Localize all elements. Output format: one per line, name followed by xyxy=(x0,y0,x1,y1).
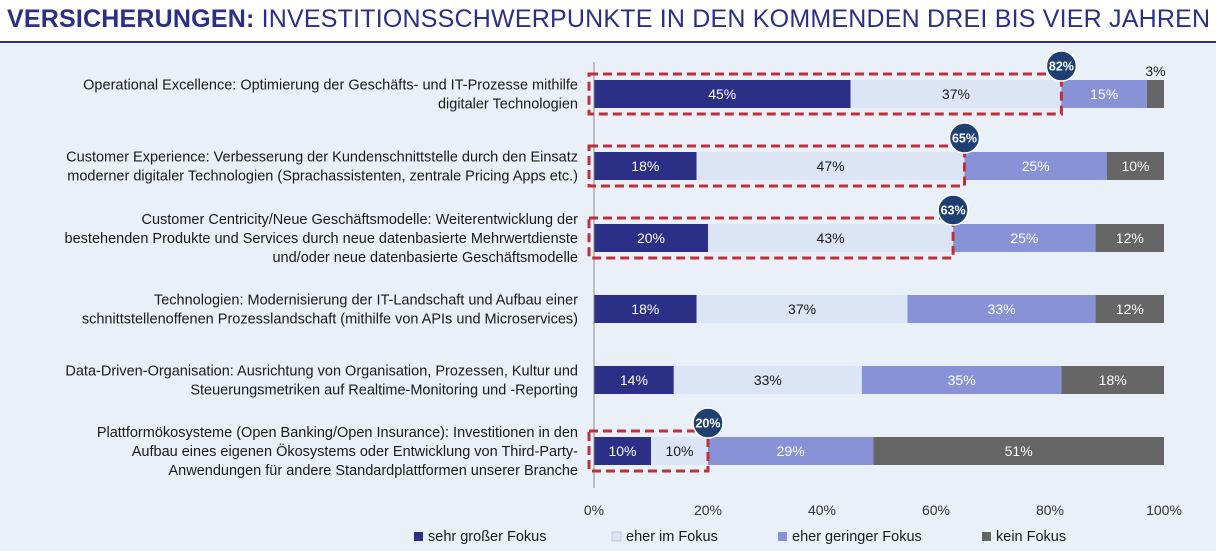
bar-segment xyxy=(964,152,1107,180)
bar-segment xyxy=(651,437,708,465)
highlight-badge xyxy=(1045,50,1078,82)
legend-swatch xyxy=(611,531,622,542)
highlight-box xyxy=(587,144,966,188)
legend-swatch xyxy=(982,532,991,541)
category-label: Plattformökosysteme (Open Banking/Open I… xyxy=(97,425,578,479)
category-label: Technologien: Modernisierung der IT-Land… xyxy=(82,293,578,328)
bar-segment xyxy=(1095,295,1164,323)
bar-segment xyxy=(1061,366,1164,394)
bar-segment xyxy=(953,224,1096,252)
category-label-line: und/oder neue datenbasierte Geschäftsmod… xyxy=(272,250,578,266)
bar-segment xyxy=(1061,80,1147,108)
bar-segment xyxy=(594,295,697,323)
data-label: 3% xyxy=(1145,63,1165,79)
bar-segment xyxy=(696,152,965,180)
data-label: 18% xyxy=(631,301,659,317)
bar-segment xyxy=(673,366,862,394)
data-label: 25% xyxy=(1010,230,1038,246)
x-tick-label: 40% xyxy=(808,502,836,518)
bar-segment xyxy=(594,80,851,108)
bar-segment xyxy=(594,152,697,180)
bar-segment xyxy=(1146,80,1164,108)
highlight-box xyxy=(587,72,1063,116)
category-label-line: moderner digitaler Technologien (Spracha… xyxy=(67,169,578,185)
data-label: 25% xyxy=(1022,158,1050,174)
highlight-badge xyxy=(937,194,969,226)
highlight-badge-label: 82% xyxy=(1049,60,1074,74)
bar-segment xyxy=(1095,224,1164,252)
category-label-line: Technologien: Modernisierung der IT-Land… xyxy=(154,293,578,309)
data-label: 10% xyxy=(608,443,636,459)
bar-segment xyxy=(907,295,1096,323)
data-label: 33% xyxy=(988,301,1016,317)
data-label: 10% xyxy=(1121,158,1149,174)
bar-segment xyxy=(1107,152,1164,180)
data-label: 29% xyxy=(777,443,805,459)
data-label: 10% xyxy=(665,443,693,459)
data-label: 47% xyxy=(817,158,845,174)
data-label: 14% xyxy=(620,372,648,388)
category-label-line: Customer Centricity/Neue Geschäftsmodell… xyxy=(141,212,578,228)
highlight-badge xyxy=(948,122,981,154)
bar-segment xyxy=(861,366,1062,394)
legend-swatch xyxy=(778,532,787,541)
chart-title-rest: INVESTITIONSSCHWERPUNKTE IN DEN KOMMENDE… xyxy=(254,5,1211,33)
data-label: 51% xyxy=(1005,443,1033,459)
x-tick-label: 20% xyxy=(694,502,722,518)
category-label-line: Plattformökosysteme (Open Banking/Open I… xyxy=(97,425,578,441)
highlight-box xyxy=(587,216,955,260)
data-label: 18% xyxy=(631,158,659,174)
x-tick-label: 0% xyxy=(584,502,604,518)
bar-segment xyxy=(708,437,874,465)
data-label: 37% xyxy=(788,301,816,317)
highlight-box xyxy=(587,429,710,473)
bar-segment xyxy=(708,224,954,252)
data-label: 35% xyxy=(948,372,976,388)
bar-segment xyxy=(696,295,908,323)
category-label-line: Customer Experience: Verbesserung der Ku… xyxy=(66,150,578,166)
data-label: 43% xyxy=(817,230,845,246)
chart-title: VERSICHERUNGEN: INVESTITIONSSCHWERPUNKTE… xyxy=(7,5,1210,34)
bar-segment xyxy=(594,366,674,394)
data-label: 33% xyxy=(754,372,782,388)
category-label-line: Operational Excellence: Optimierung der … xyxy=(83,78,578,94)
data-label: 12% xyxy=(1116,230,1144,246)
x-tick-label: 80% xyxy=(1036,502,1064,518)
data-label: 20% xyxy=(637,230,665,246)
bar-segment xyxy=(594,224,708,252)
category-label-line: Aufbau eines eigenen Ökosystems oder Ent… xyxy=(132,442,578,460)
chart-title-strong: VERSICHERUNGEN: xyxy=(7,5,255,33)
data-label: 12% xyxy=(1116,301,1144,317)
data-label: 18% xyxy=(1099,372,1127,388)
data-label: 37% xyxy=(942,86,970,102)
category-label: Customer Centricity/Neue Geschäftsmodell… xyxy=(65,212,579,266)
highlight-badge-label: 63% xyxy=(941,204,966,218)
data-label: 15% xyxy=(1090,86,1118,102)
legend-label: sehr großer Fokus xyxy=(428,529,546,545)
legend-swatch xyxy=(414,532,423,541)
bar-segment xyxy=(873,437,1164,465)
category-label-line: Steuerungsmetriken auf Realtime-Monitori… xyxy=(190,383,578,399)
data-label: 45% xyxy=(708,86,736,102)
highlight-badge xyxy=(692,407,724,439)
category-label: Operational Excellence: Optimierung der … xyxy=(83,78,578,113)
legend-label: eher im Fokus xyxy=(626,529,718,545)
legend-label: kein Fokus xyxy=(996,529,1066,545)
category-label-line: Data-Driven-Organisation: Ausrichtung vo… xyxy=(65,364,578,380)
category-label-line: Anwendungen für andere Standardplattform… xyxy=(169,463,579,479)
category-label-line: schnittstellenoffenen Prozesslandschaft … xyxy=(82,312,578,328)
x-tick-label: 100% xyxy=(1146,502,1182,518)
highlight-badge-label: 65% xyxy=(952,132,977,146)
category-label-line: digitaler Technologien xyxy=(438,97,578,113)
category-label: Customer Experience: Verbesserung der Ku… xyxy=(66,150,578,185)
title-underline xyxy=(0,41,1216,43)
category-label-line: bestehenden Produkte und Services durch … xyxy=(65,231,578,247)
bar-segment xyxy=(594,437,651,465)
legend-label: eher geringer Fokus xyxy=(792,529,922,545)
x-tick-label: 60% xyxy=(922,502,950,518)
bar-segment xyxy=(850,80,1062,108)
highlight-badge-label: 20% xyxy=(695,417,720,431)
category-label: Data-Driven-Organisation: Ausrichtung vo… xyxy=(65,364,578,399)
